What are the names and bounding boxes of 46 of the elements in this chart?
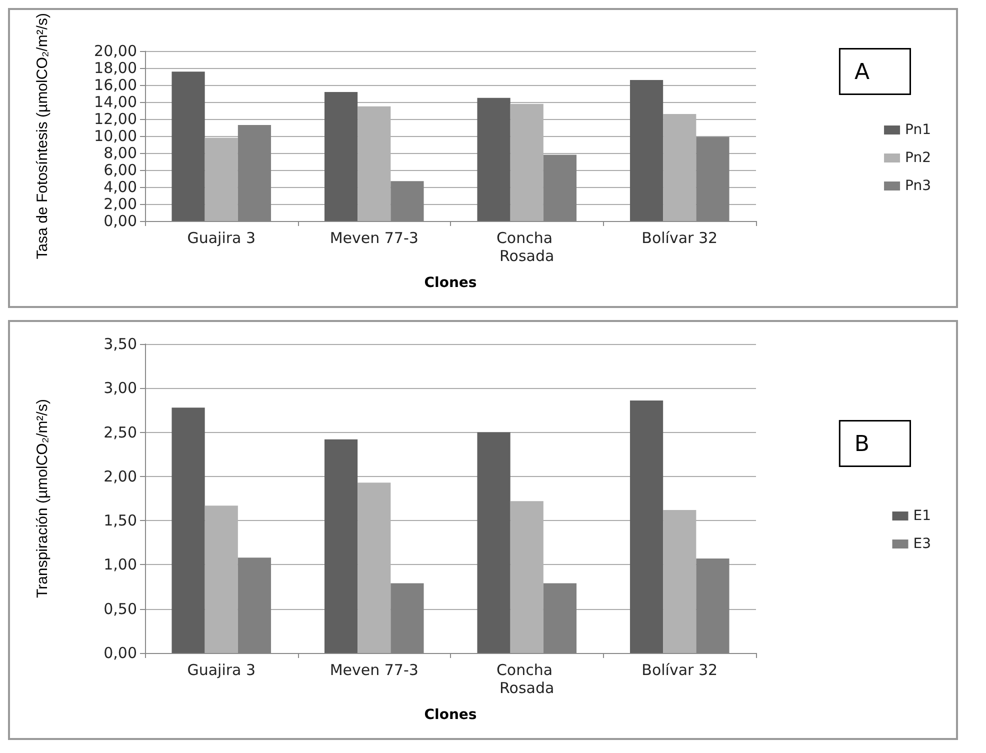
y-tick-label: 0,50 [104, 600, 137, 618]
y-tick-label: 18,00 [94, 59, 137, 78]
y-tick-label: 2,50 [104, 423, 137, 442]
y-tick-label: 20,00 [94, 42, 137, 60]
x-axis-title: Clones [424, 275, 477, 291]
bar [630, 400, 664, 653]
bar [477, 432, 510, 653]
y-tick-label: 3,50 [104, 335, 137, 353]
y-tick-label: 0,00 [104, 212, 137, 230]
x-tick-label: Bolívar 32 [642, 229, 718, 247]
legend-label: E3 [913, 536, 932, 552]
y-tick-label: 6,00 [104, 161, 137, 180]
x-axis-title: Clones [424, 707, 477, 723]
x-tick-label: Guajira 3 [187, 229, 256, 247]
y-tick-label: 3,00 [104, 379, 137, 398]
legend-label: Pn2 [905, 150, 932, 166]
y-axis-title: Transpiración (µmolCO₂/m²/s) [34, 399, 51, 598]
y-tick-label: 12,00 [94, 110, 137, 128]
y-tick-label: 1,00 [104, 556, 137, 574]
y-tick-label: 16,00 [94, 76, 137, 94]
y-axis-title: Tasa de Fotosíntesis (µmolCO₂/m²/s) [34, 12, 51, 260]
bar [324, 439, 358, 653]
y-tick-label: 4,00 [104, 178, 137, 196]
bar [324, 92, 358, 221]
y-tick-label: 2,00 [104, 195, 137, 214]
y-tick-label: 0,00 [104, 644, 137, 662]
y-tick-label: 10,00 [94, 127, 137, 146]
x-tick-label: Meven 77-3 [330, 661, 418, 679]
x-tick-label: Concha Rosada [496, 661, 558, 697]
x-tick-label: Bolívar 32 [642, 661, 718, 679]
bar [172, 72, 205, 221]
y-tick-label: 2,00 [104, 467, 137, 486]
x-tick-label: Concha Rosada [496, 229, 558, 265]
legend-label: Pn1 [905, 122, 932, 138]
x-tick-label: Meven 77-3 [330, 229, 418, 247]
text: A [854, 60, 870, 85]
bar [630, 80, 664, 221]
legend-label: E1 [913, 508, 932, 524]
y-tick-label: 14,00 [94, 93, 137, 112]
text: B [854, 432, 870, 457]
legend-label: Pn3 [905, 178, 932, 194]
bar [477, 98, 510, 221]
y-tick-label: 1,50 [104, 512, 137, 530]
x-tick-label: Guajira 3 [187, 661, 256, 679]
bar [172, 408, 205, 653]
y-tick-label: 8,00 [104, 144, 137, 162]
